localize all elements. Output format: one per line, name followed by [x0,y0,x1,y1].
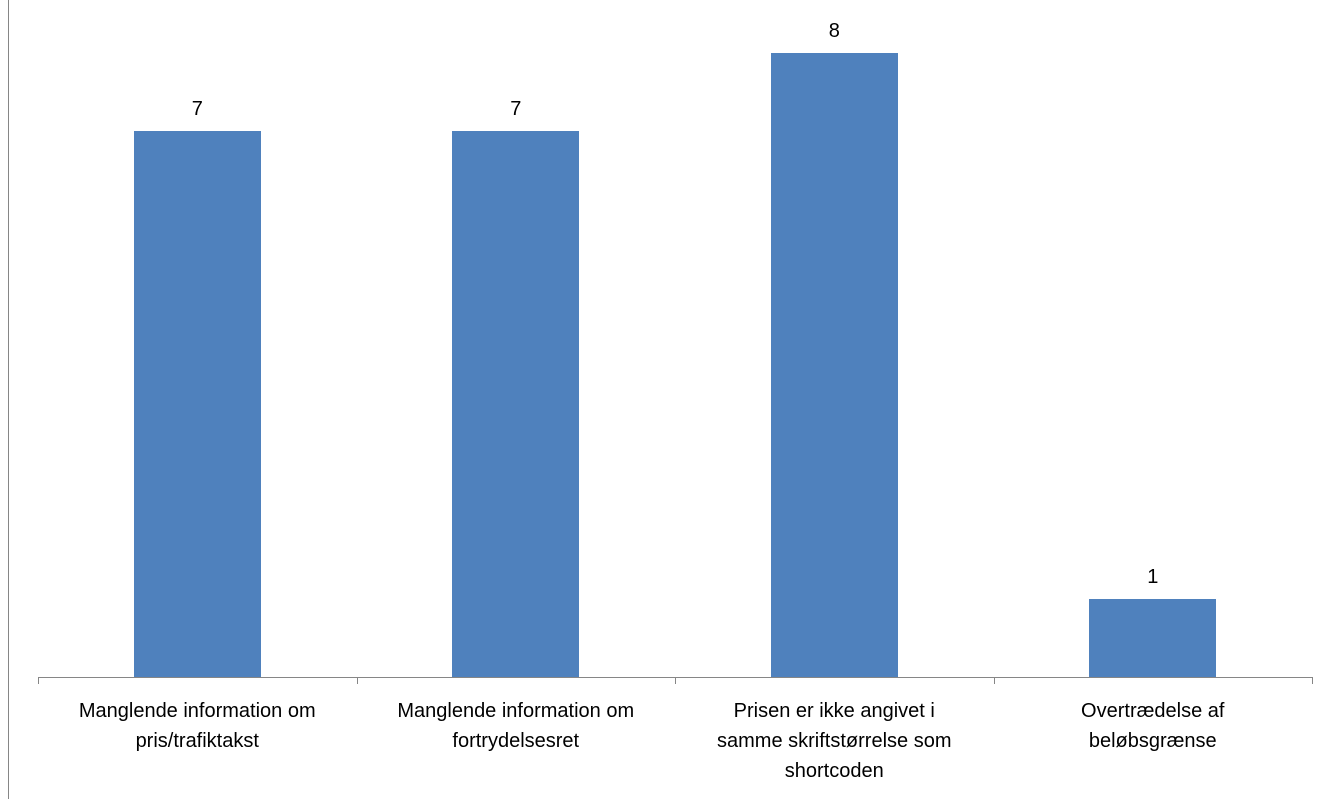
category-label-line: beløbsgrænse [1089,730,1217,752]
category-labels-group: Manglende information om pris/trafiktakst… [79,700,1225,782]
bar [452,131,579,677]
data-label: 7 [510,98,521,120]
category-label: Manglende information om fortrydelsesret [397,700,634,752]
data-label: 1 [1147,566,1158,588]
bar [771,53,898,677]
category-label-line: samme skriftstørrelse som [717,730,951,752]
category-label-line: fortrydelsesret [452,730,579,752]
bars-group [134,53,1216,677]
data-labels-group: 7 7 8 1 [192,20,1159,588]
category-label: Overtrædelse af beløbsgrænse [1081,700,1225,752]
category-label-line: shortcoden [785,760,884,782]
bar [134,131,261,677]
category-label-line: Overtrædelse af [1081,700,1225,722]
data-label: 7 [192,98,203,120]
category-label: Prisen er ikke angivet i samme skriftstør… [717,700,951,782]
category-label-line: pris/trafiktakst [136,730,260,752]
category-label-line: Prisen er ikke angivet i [734,700,935,722]
data-label: 8 [829,20,840,42]
category-label-line: Manglende information om [397,700,634,722]
category-label: Manglende information om pris/trafiktakst [79,700,316,752]
x-axis-ticks [38,677,1313,684]
bar [1089,599,1216,677]
category-label-line: Manglende information om [79,700,316,722]
